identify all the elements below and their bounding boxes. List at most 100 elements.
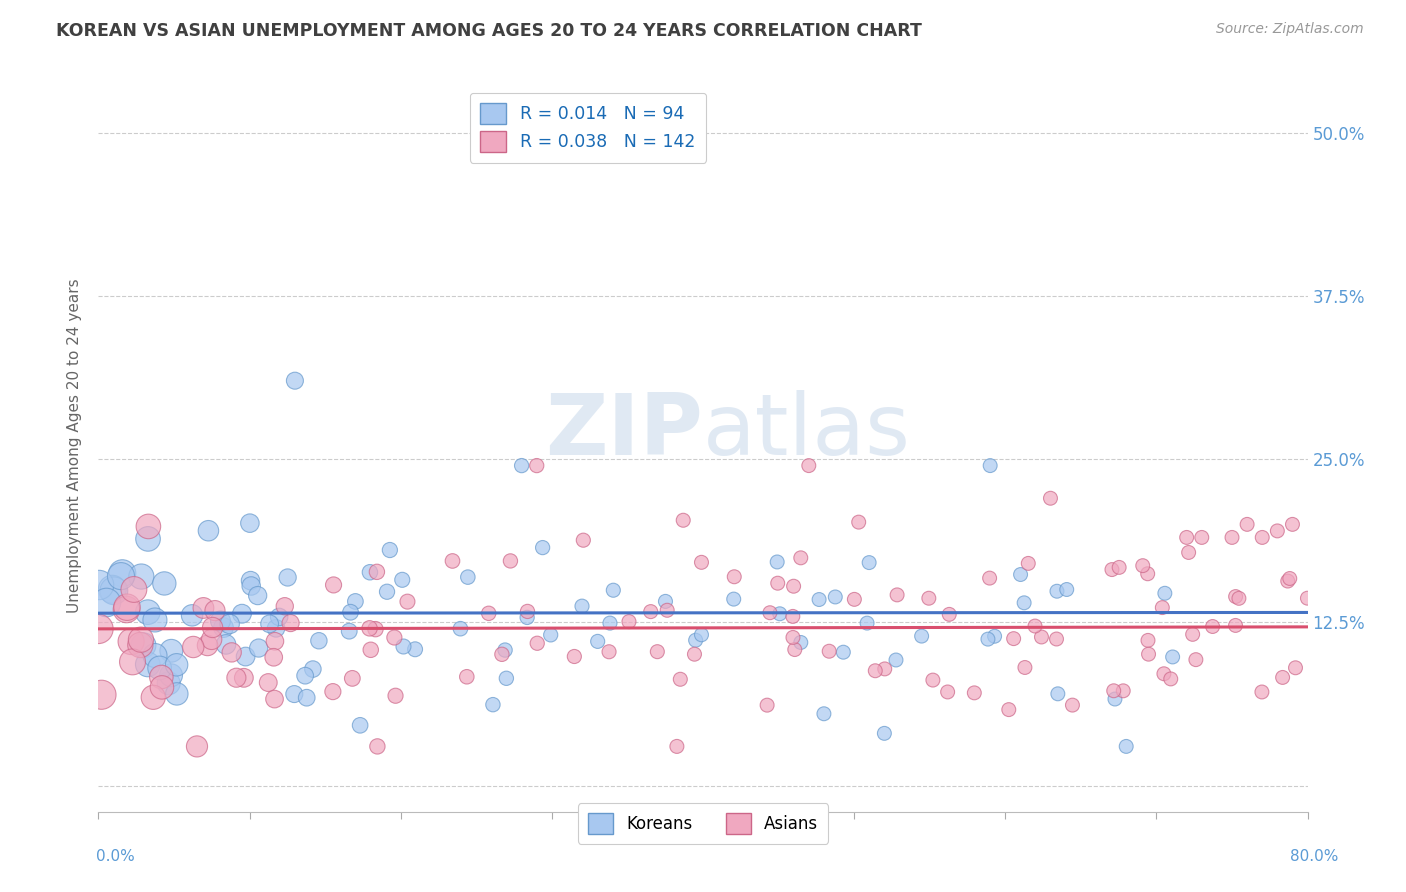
Point xyxy=(101,582,124,597)
Point xyxy=(153,576,176,591)
Point xyxy=(1115,739,1137,754)
Point xyxy=(456,670,478,684)
Point xyxy=(1152,600,1174,615)
Point xyxy=(240,579,263,593)
Point xyxy=(886,588,908,602)
Point xyxy=(339,605,361,619)
Point xyxy=(1045,632,1067,646)
Point xyxy=(478,607,501,621)
Point xyxy=(690,555,713,569)
Legend: Koreans, Asians: Koreans, Asians xyxy=(578,804,828,844)
Point xyxy=(685,633,707,648)
Point xyxy=(783,642,806,657)
Point xyxy=(782,609,804,624)
Point xyxy=(510,458,533,473)
Point xyxy=(1225,590,1247,604)
Point xyxy=(1104,692,1126,706)
Point xyxy=(936,685,959,699)
Point xyxy=(235,649,257,664)
Point xyxy=(1046,584,1069,599)
Point xyxy=(302,662,325,676)
Point xyxy=(723,570,745,584)
Point xyxy=(848,515,870,529)
Point xyxy=(1281,517,1303,532)
Point xyxy=(482,698,505,712)
Point xyxy=(1046,687,1069,701)
Point xyxy=(918,591,941,606)
Point xyxy=(499,554,522,568)
Point xyxy=(1177,545,1199,559)
Point xyxy=(186,739,208,754)
Point xyxy=(1031,630,1053,644)
Point xyxy=(322,684,344,698)
Point xyxy=(204,604,226,618)
Point xyxy=(1185,653,1208,667)
Point xyxy=(997,703,1019,717)
Point xyxy=(495,671,517,685)
Point xyxy=(1136,566,1159,581)
Point xyxy=(160,644,183,658)
Point xyxy=(150,670,173,684)
Text: 0.0%: 0.0% xyxy=(96,849,135,863)
Point xyxy=(96,595,118,609)
Point xyxy=(257,675,280,690)
Point xyxy=(790,635,813,649)
Point xyxy=(516,604,538,618)
Point xyxy=(1251,530,1274,544)
Point xyxy=(1112,683,1135,698)
Point xyxy=(640,605,662,619)
Point xyxy=(404,642,426,657)
Point xyxy=(832,645,855,659)
Point xyxy=(231,607,253,621)
Text: ZIP: ZIP xyxy=(546,390,703,473)
Point xyxy=(494,643,516,657)
Point xyxy=(865,664,887,678)
Point xyxy=(647,645,669,659)
Point xyxy=(277,570,299,584)
Point xyxy=(295,690,318,705)
Point xyxy=(665,739,688,754)
Point xyxy=(669,673,692,687)
Point xyxy=(193,601,215,615)
Point xyxy=(979,458,1001,473)
Point xyxy=(115,602,138,616)
Point xyxy=(263,650,285,665)
Point xyxy=(132,638,155,652)
Point xyxy=(1024,619,1046,633)
Point xyxy=(391,573,413,587)
Point xyxy=(516,610,538,624)
Point xyxy=(599,616,621,631)
Point xyxy=(526,636,548,650)
Point xyxy=(1278,572,1301,586)
Point xyxy=(359,621,381,635)
Point xyxy=(1132,558,1154,573)
Point xyxy=(247,641,270,656)
Point xyxy=(157,676,180,690)
Point xyxy=(121,655,143,669)
Point xyxy=(209,614,232,628)
Point xyxy=(359,566,381,580)
Point xyxy=(1236,517,1258,532)
Point xyxy=(264,634,287,648)
Point xyxy=(1101,563,1123,577)
Point xyxy=(808,592,831,607)
Point xyxy=(322,578,344,592)
Point xyxy=(111,566,134,581)
Point xyxy=(1201,619,1223,633)
Point xyxy=(598,645,620,659)
Point xyxy=(921,673,943,687)
Point xyxy=(910,629,932,643)
Point xyxy=(344,594,367,608)
Point xyxy=(115,600,138,615)
Point xyxy=(90,688,112,702)
Point xyxy=(166,687,188,701)
Point xyxy=(1181,627,1204,641)
Point xyxy=(818,644,841,658)
Point xyxy=(221,645,243,659)
Point xyxy=(181,608,204,623)
Point xyxy=(280,616,302,631)
Point xyxy=(87,622,110,636)
Point xyxy=(938,607,960,622)
Point xyxy=(384,689,406,703)
Point xyxy=(572,533,595,548)
